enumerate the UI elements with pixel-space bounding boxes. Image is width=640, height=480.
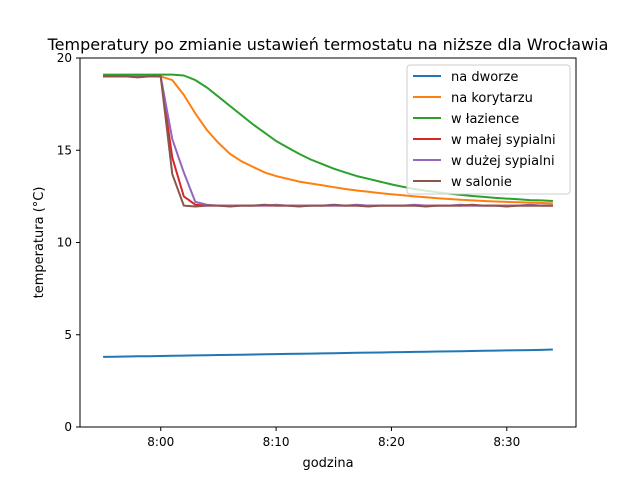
x-axis-label: godzina bbox=[302, 456, 353, 471]
y-axis: 0 5 10 15 20 bbox=[57, 51, 80, 434]
y-tick-label: 10 bbox=[57, 236, 72, 250]
chart-title: Temperatury po zmianie ustawień termosta… bbox=[47, 35, 609, 54]
series-line-1 bbox=[103, 348, 553, 358]
series-line-6 bbox=[103, 75, 553, 208]
plot-lines bbox=[103, 73, 553, 358]
x-tick-label: 8:10 bbox=[263, 435, 290, 449]
series-line-3 bbox=[103, 73, 553, 202]
y-tick-label: 5 bbox=[64, 328, 72, 342]
y-tick-label: 15 bbox=[57, 143, 72, 157]
legend: na dworze na korytarzu w łazience w małej s… bbox=[406, 64, 571, 195]
x-axis: 8:00 8:10 8:20 8:30 bbox=[147, 427, 520, 449]
legend-label: na korytarzu bbox=[451, 91, 533, 106]
legend-label: w małej sypialni bbox=[451, 133, 556, 148]
legend-label: w dużej sypialni bbox=[451, 154, 555, 169]
legend-label: w łazience bbox=[451, 112, 519, 127]
y-axis-label: temperatura (°C) bbox=[32, 187, 47, 299]
x-tick-label: 8:30 bbox=[493, 435, 520, 449]
y-tick-label: 0 bbox=[64, 420, 72, 434]
legend-box bbox=[406, 64, 571, 195]
legend-label: w salonie bbox=[451, 175, 512, 190]
legend-label: na dworze bbox=[451, 70, 518, 85]
series-line-2 bbox=[103, 75, 553, 205]
x-tick-label: 8:00 bbox=[147, 435, 174, 449]
x-tick-label: 8:20 bbox=[378, 435, 405, 449]
y-tick-label: 20 bbox=[57, 51, 72, 65]
